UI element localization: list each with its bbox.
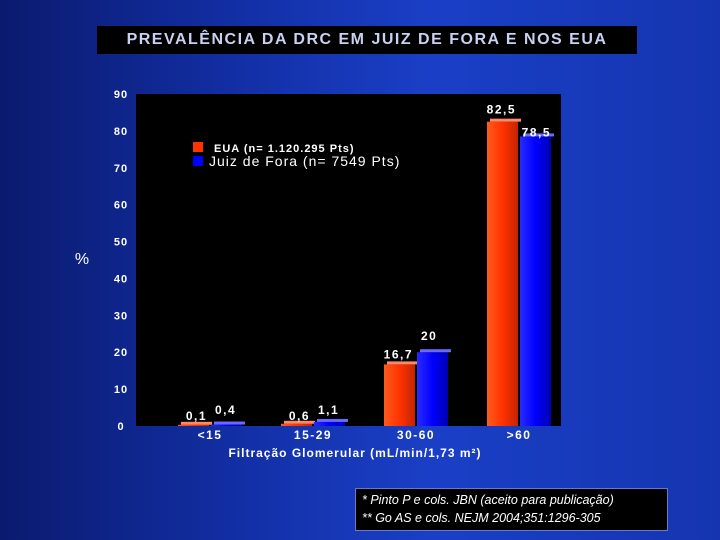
y-tick-label: 30 bbox=[114, 310, 128, 322]
bar bbox=[384, 364, 415, 426]
bar bbox=[281, 423, 312, 426]
bar bbox=[520, 136, 551, 426]
data-label: 1,1 bbox=[318, 403, 339, 417]
y-tick-label: 60 bbox=[114, 200, 128, 212]
bar-top-face bbox=[420, 349, 451, 353]
bar bbox=[211, 424, 242, 426]
y-tick-label: 10 bbox=[114, 384, 128, 396]
legend-label: EUA (n= 1.120.295 Pts) bbox=[214, 143, 355, 155]
bar-top-face bbox=[387, 361, 418, 365]
data-label: 0,4 bbox=[215, 403, 236, 417]
legend-swatch bbox=[193, 142, 203, 152]
y-axis-label: % bbox=[75, 251, 89, 268]
bar bbox=[417, 352, 448, 426]
bar bbox=[487, 121, 518, 427]
data-label: 82,5 bbox=[487, 103, 516, 117]
bar bbox=[314, 421, 345, 426]
data-label: 20 bbox=[421, 329, 437, 343]
y-axis: 0 10 20 30 40 50 60 70 80 90 bbox=[114, 89, 128, 433]
y-tick-label: 90 bbox=[114, 89, 128, 101]
bar-top-face bbox=[317, 418, 348, 422]
reference-2: ** Go AS e cols. NEJM 2004;351:1296-305 bbox=[362, 511, 601, 525]
legend-swatch bbox=[193, 156, 203, 166]
bar-top-face bbox=[214, 421, 245, 425]
y-tick-label: 50 bbox=[114, 237, 128, 249]
references-box: * Pinto P e cols. JBN (aceito para publi… bbox=[355, 488, 668, 531]
data-label: 0,1 bbox=[186, 409, 207, 423]
x-tick-label: 15-29 bbox=[294, 428, 332, 442]
bar bbox=[178, 424, 209, 426]
data-label: 16,7 bbox=[384, 347, 413, 361]
y-tick-label: 80 bbox=[114, 126, 128, 138]
x-axis-label: Filtração Glomerular (mL/min/1,73 m²) bbox=[228, 446, 481, 460]
x-tick-label: <15 bbox=[198, 428, 223, 442]
y-tick-label: 70 bbox=[114, 163, 128, 175]
y-tick-label: 0 bbox=[117, 421, 124, 433]
x-axis: <15 15-29 30-60 >60 bbox=[198, 428, 532, 442]
y-tick-label: 20 bbox=[114, 347, 128, 359]
reference-1: * Pinto P e cols. JBN (aceito para publi… bbox=[362, 493, 614, 507]
legend-label: Juiz de Fora (n= 7549 Pts) bbox=[209, 153, 400, 169]
bar-top-face bbox=[284, 420, 315, 424]
x-tick-label: 30-60 bbox=[397, 428, 435, 442]
data-label: 0,6 bbox=[289, 409, 310, 423]
slide-title: PREVALÊNCIA DA DRC EM JUIZ DE FORA E NOS… bbox=[97, 26, 637, 54]
y-tick-label: 40 bbox=[114, 273, 128, 285]
bar-top-face bbox=[523, 133, 554, 137]
data-labels: 0,1 0,4 0,6 1,1 16,7 20 82,5 78,5 bbox=[186, 103, 551, 423]
bars bbox=[178, 118, 554, 427]
legend: EUA (n= 1.120.295 Pts)Juiz de Fora (n= 7… bbox=[193, 142, 400, 169]
data-label: 78,5 bbox=[522, 125, 551, 139]
bar-top-face bbox=[181, 421, 212, 425]
x-tick-label: >60 bbox=[507, 428, 532, 442]
bar-top-face bbox=[490, 118, 521, 122]
